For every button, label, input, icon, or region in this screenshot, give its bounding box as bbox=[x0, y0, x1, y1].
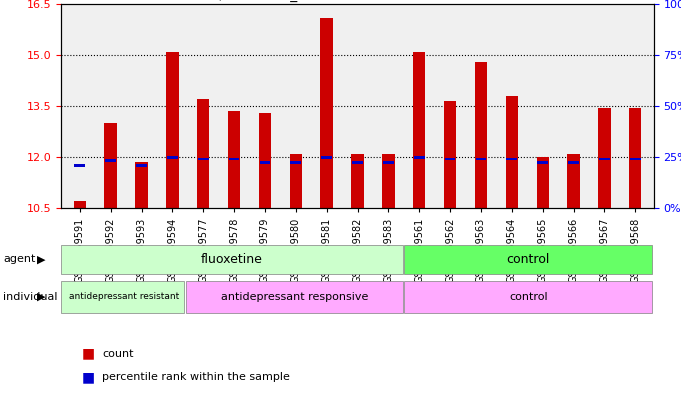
FancyBboxPatch shape bbox=[405, 281, 652, 313]
Text: percentile rank within the sample: percentile rank within the sample bbox=[102, 372, 290, 382]
Bar bbox=[629, 108, 642, 208]
Bar bbox=[351, 154, 364, 208]
Text: ▶: ▶ bbox=[37, 292, 46, 302]
FancyBboxPatch shape bbox=[61, 245, 402, 274]
Bar bbox=[507, 158, 517, 160]
Bar bbox=[383, 161, 394, 163]
Bar bbox=[321, 156, 332, 158]
Bar bbox=[74, 164, 85, 167]
Bar bbox=[197, 99, 210, 208]
Bar bbox=[352, 161, 363, 163]
Bar bbox=[259, 161, 270, 163]
Bar bbox=[228, 111, 240, 208]
Bar bbox=[445, 158, 456, 160]
Bar bbox=[321, 18, 333, 208]
Bar bbox=[630, 158, 641, 160]
Bar bbox=[104, 123, 117, 208]
Text: ▶: ▶ bbox=[37, 254, 46, 264]
Bar bbox=[475, 158, 486, 160]
Bar bbox=[505, 96, 518, 208]
Bar bbox=[198, 158, 208, 160]
Bar bbox=[568, 161, 579, 163]
Bar bbox=[382, 154, 394, 208]
Bar bbox=[229, 158, 240, 160]
FancyBboxPatch shape bbox=[405, 245, 652, 274]
Bar bbox=[599, 158, 609, 160]
Text: control: control bbox=[509, 292, 548, 302]
Text: GDS5307 / 1435915_at: GDS5307 / 1435915_at bbox=[150, 0, 311, 2]
Bar bbox=[537, 157, 549, 208]
Text: antidepressant responsive: antidepressant responsive bbox=[221, 292, 369, 302]
Text: antidepressant resistant: antidepressant resistant bbox=[69, 292, 179, 301]
Bar bbox=[167, 156, 178, 158]
Text: ■: ■ bbox=[82, 370, 95, 384]
Text: individual: individual bbox=[3, 292, 58, 302]
Bar bbox=[166, 51, 178, 208]
Bar bbox=[567, 154, 580, 208]
Text: control: control bbox=[507, 253, 550, 266]
Text: fluoxetine: fluoxetine bbox=[201, 253, 263, 266]
Bar bbox=[413, 51, 426, 208]
Bar bbox=[475, 62, 487, 208]
Text: ■: ■ bbox=[82, 347, 95, 361]
FancyBboxPatch shape bbox=[186, 281, 402, 313]
Bar bbox=[106, 159, 116, 162]
Bar bbox=[598, 108, 611, 208]
Text: count: count bbox=[102, 349, 133, 359]
Bar bbox=[259, 113, 271, 208]
FancyBboxPatch shape bbox=[61, 281, 185, 313]
Bar bbox=[136, 162, 148, 208]
Bar bbox=[290, 161, 301, 163]
Bar bbox=[74, 202, 86, 208]
Bar bbox=[136, 164, 147, 167]
Bar bbox=[537, 161, 548, 163]
Text: agent: agent bbox=[3, 254, 36, 264]
Bar bbox=[289, 154, 302, 208]
Bar bbox=[414, 156, 425, 158]
Bar bbox=[444, 101, 456, 208]
